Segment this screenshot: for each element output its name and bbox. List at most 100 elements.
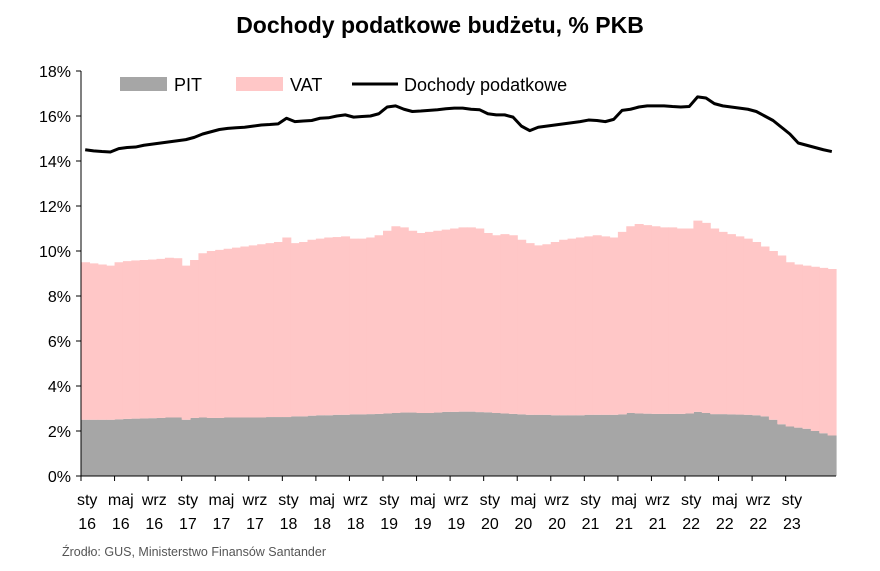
- pit-bar: [525, 414, 535, 476]
- pit-bar: [567, 415, 577, 476]
- pit-bar: [374, 413, 384, 476]
- pit-bar: [240, 417, 250, 476]
- vat-bar: [198, 253, 208, 418]
- vat-bar: [122, 261, 132, 419]
- x-tick-label-year: 22: [716, 516, 734, 533]
- pit-bar: [248, 417, 258, 476]
- x-tick-label-month: sty: [77, 492, 97, 509]
- pit-bar: [441, 411, 451, 477]
- pit-bar: [785, 426, 795, 476]
- dochody-podatkowe-line: [84, 95, 833, 154]
- x-tick-label-year: 20: [481, 516, 499, 533]
- pit-bar: [190, 417, 200, 476]
- vat-bar: [341, 236, 351, 415]
- vat-bar: [802, 265, 812, 429]
- x-tick-label-year: 20: [548, 516, 566, 533]
- pit-bar: [542, 414, 552, 476]
- vat-bar: [433, 230, 443, 413]
- pit-bar: [282, 417, 292, 476]
- vat-bar: [232, 247, 241, 418]
- pit-bar: [223, 417, 233, 476]
- x-tick-label-month: wrz: [141, 492, 167, 509]
- vat-bar: [416, 233, 426, 413]
- x-tick-label-month: wrz: [443, 492, 469, 509]
- x-tick-label-month: maj: [511, 492, 537, 509]
- y-tick-label: 4%: [48, 379, 71, 396]
- pit-bar: [424, 413, 434, 476]
- pit-bar: [349, 414, 359, 476]
- pit-bar: [550, 415, 560, 476]
- x-tick-label-month: maj: [611, 492, 637, 509]
- x-tick-label-month: sty: [580, 492, 600, 509]
- x-tick-label-month: sty: [782, 492, 802, 509]
- vat-bar: [777, 255, 787, 425]
- pit-bar: [777, 424, 787, 476]
- x-tick-label-month: wrz: [544, 492, 570, 509]
- y-tick-label: 10%: [39, 244, 71, 261]
- y-tick-label: 16%: [39, 109, 71, 126]
- pit-bar: [500, 413, 510, 476]
- vat-bar: [106, 265, 116, 420]
- pit-bar: [122, 418, 132, 476]
- pit-bar: [718, 414, 728, 477]
- x-tick-label-month: maj: [712, 492, 738, 509]
- pit-bar: [584, 414, 594, 476]
- pit-bar: [726, 414, 736, 476]
- vat-bar: [659, 227, 669, 414]
- pit-bar: [592, 414, 602, 476]
- pit-bar: [794, 427, 804, 477]
- vat-bar: [794, 264, 804, 428]
- vat-bar: [424, 231, 434, 414]
- pit-bar: [651, 413, 661, 476]
- x-tick-label-month: wrz: [342, 492, 368, 509]
- vat-bar: [592, 235, 602, 415]
- vat-bar: [466, 227, 476, 412]
- vat-bar: [508, 235, 518, 414]
- x-tick-label-month: wrz: [242, 492, 268, 509]
- pit-bar: [164, 417, 174, 476]
- x-tick-label-year: 23: [783, 516, 801, 533]
- pit-bar: [768, 419, 778, 476]
- pit-bar: [148, 418, 158, 476]
- pit-bar: [601, 414, 611, 476]
- vat-bar: [290, 243, 300, 417]
- vat-bar: [575, 237, 585, 416]
- vat-bar: [534, 245, 543, 415]
- pit-bar: [391, 413, 401, 476]
- x-tick-label-year: 16: [112, 516, 130, 533]
- pit-bar: [819, 433, 829, 476]
- x-tick-label-year: 17: [246, 516, 264, 533]
- pit-bar: [735, 414, 745, 476]
- pit-bar: [131, 418, 141, 477]
- pit-bar: [106, 419, 116, 476]
- x-tick-label-month: sty: [178, 492, 198, 509]
- pit-bar: [408, 412, 418, 476]
- pit-bar: [273, 417, 283, 476]
- legend-label-pit: PIT: [174, 75, 202, 95]
- vat-bar: [299, 242, 309, 417]
- pit-bar: [206, 417, 216, 476]
- legend-swatch-vat: [236, 77, 283, 91]
- pit-bar: [802, 428, 812, 476]
- vat-bar: [550, 242, 560, 416]
- vat-bar: [206, 251, 216, 418]
- pit-bar: [668, 413, 678, 476]
- vat-bar: [164, 257, 174, 418]
- pit-bar: [492, 413, 502, 476]
- vat-bar: [559, 239, 569, 416]
- vat-bar: [483, 233, 493, 413]
- vat-bar: [668, 227, 678, 414]
- vat-bar: [643, 225, 653, 414]
- vat-bar: [525, 243, 535, 415]
- vat-bar: [567, 238, 577, 416]
- vat-bar: [114, 262, 124, 420]
- pit-bar: [139, 418, 149, 476]
- vat-bar: [89, 263, 99, 420]
- x-tick-label-year: 16: [145, 516, 163, 533]
- vat-bar: [810, 266, 820, 431]
- vat-bar: [332, 237, 342, 415]
- pit-bar: [383, 413, 392, 476]
- pit-bar: [685, 413, 694, 476]
- x-tick-label-month: wrz: [745, 492, 771, 509]
- y-tick-label: 18%: [39, 64, 71, 81]
